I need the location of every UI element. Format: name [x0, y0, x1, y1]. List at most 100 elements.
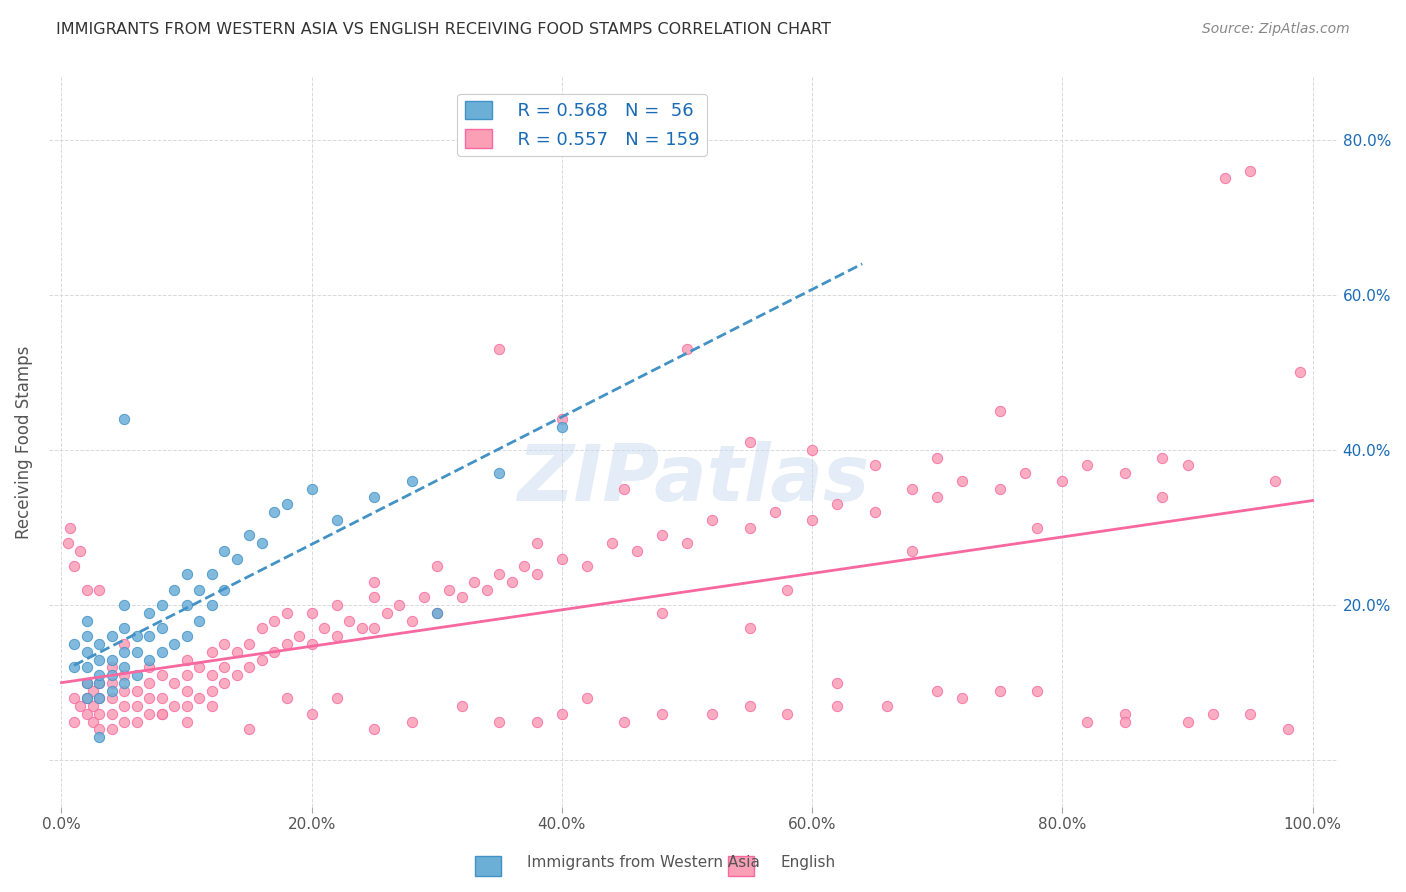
Point	[76, 645, 98, 659]
Point	[600, 536, 623, 550]
Point	[82, 683, 104, 698]
Point	[250, 622, 273, 636]
Point	[738, 520, 761, 534]
Point	[76, 706, 98, 721]
Point	[401, 614, 423, 628]
Point	[439, 582, 461, 597]
Point	[150, 622, 173, 636]
Point	[201, 683, 224, 698]
Point	[176, 683, 198, 698]
Point	[526, 567, 548, 582]
Point	[1177, 714, 1199, 729]
Point	[87, 691, 110, 706]
Point	[138, 606, 160, 620]
Point	[150, 645, 173, 659]
Legend:   R = 0.568   N =  56,   R = 0.557   N = 159: R = 0.568 N = 56, R = 0.557 N = 159	[457, 94, 707, 156]
Point	[250, 652, 273, 666]
Point	[125, 683, 148, 698]
Point	[738, 435, 761, 450]
Point	[901, 482, 924, 496]
Point	[201, 598, 224, 612]
Point	[76, 675, 98, 690]
Point	[337, 614, 360, 628]
Point	[63, 660, 86, 674]
Point	[426, 606, 449, 620]
Point	[1289, 365, 1312, 379]
Point	[501, 574, 523, 589]
Point	[1014, 467, 1036, 481]
Point	[1076, 714, 1098, 729]
Point	[551, 419, 574, 434]
Point	[87, 668, 110, 682]
Point	[150, 706, 173, 721]
Point	[69, 699, 91, 714]
Point	[112, 699, 135, 714]
Point	[112, 668, 135, 682]
Point	[82, 714, 104, 729]
Point	[150, 598, 173, 612]
Point	[112, 675, 135, 690]
Point	[138, 691, 160, 706]
Point	[1052, 474, 1074, 488]
Point	[401, 714, 423, 729]
Point	[87, 652, 110, 666]
Point	[1076, 458, 1098, 473]
Point	[551, 551, 574, 566]
Point	[163, 699, 186, 714]
Point	[112, 660, 135, 674]
Point	[87, 675, 110, 690]
Point	[988, 482, 1011, 496]
Point	[201, 567, 224, 582]
Point	[1114, 714, 1136, 729]
Point	[82, 699, 104, 714]
Point	[112, 645, 135, 659]
Point	[201, 668, 224, 682]
Point	[125, 714, 148, 729]
Point	[613, 714, 636, 729]
Point	[475, 582, 498, 597]
Point	[863, 458, 886, 473]
Point	[551, 412, 574, 426]
Point	[676, 536, 699, 550]
Point	[100, 675, 122, 690]
Point	[325, 691, 347, 706]
Point	[288, 629, 311, 643]
Point	[125, 645, 148, 659]
Point	[63, 559, 86, 574]
Point	[1277, 723, 1299, 737]
Point	[138, 629, 160, 643]
Point	[76, 629, 98, 643]
Point	[100, 629, 122, 643]
Point	[363, 490, 385, 504]
Point	[56, 536, 79, 550]
Point	[76, 582, 98, 597]
Point	[825, 497, 848, 511]
Point	[150, 706, 173, 721]
Point	[225, 551, 247, 566]
Point	[413, 591, 436, 605]
Point	[526, 714, 548, 729]
Point	[150, 668, 173, 682]
Point	[138, 652, 160, 666]
Point	[825, 699, 848, 714]
Point	[325, 598, 347, 612]
Point	[325, 513, 347, 527]
Point	[212, 660, 235, 674]
Point	[763, 505, 786, 519]
Point	[112, 412, 135, 426]
Point	[551, 706, 574, 721]
Point	[801, 442, 824, 457]
Point	[87, 691, 110, 706]
Point	[63, 714, 86, 729]
Point	[76, 675, 98, 690]
Point	[526, 536, 548, 550]
Point	[263, 505, 285, 519]
Point	[513, 559, 536, 574]
Point	[238, 660, 260, 674]
Point	[263, 645, 285, 659]
Point	[575, 559, 598, 574]
Point	[651, 706, 673, 721]
Point	[76, 691, 98, 706]
Point	[176, 629, 198, 643]
Point	[188, 660, 211, 674]
